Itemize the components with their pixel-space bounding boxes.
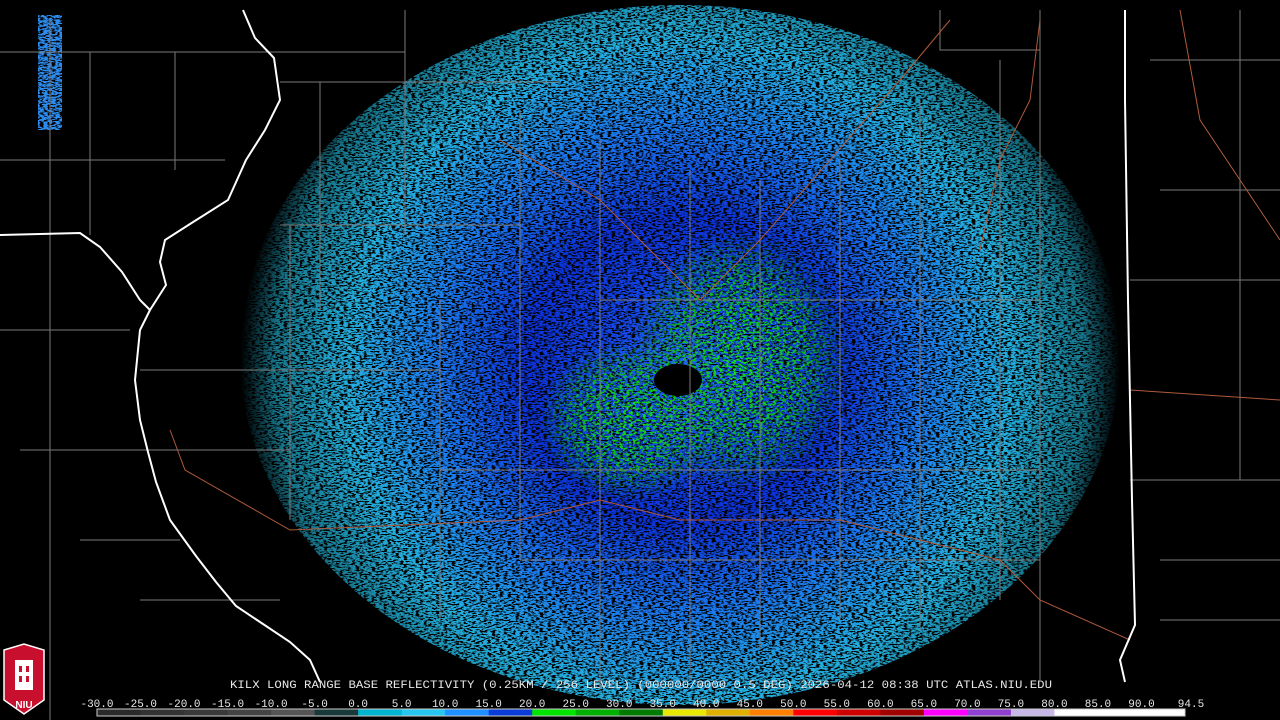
scale-swatch <box>1010 709 1055 716</box>
scale-label: 45.0 <box>737 699 763 711</box>
scale-swatch <box>923 709 968 716</box>
niu-logo: NIU <box>3 643 45 715</box>
scale-label: 30.0 <box>606 699 632 711</box>
scale-swatch <box>880 709 925 716</box>
scale-label: 50.0 <box>780 699 806 711</box>
radar-site <box>654 364 702 396</box>
scale-label: 85.0 <box>1085 699 1111 711</box>
scale-label: -15.0 <box>211 699 244 711</box>
scale-swatch <box>532 709 577 716</box>
scale-label: 40.0 <box>693 699 719 711</box>
scale-swatch <box>488 709 533 716</box>
scale-swatch <box>662 709 707 716</box>
scale-label: -30.0 <box>80 699 113 711</box>
scale-label: -5.0 <box>301 699 327 711</box>
scale-swatch <box>97 709 142 716</box>
color-scale: -30.0 -25.0 -20.0 -15.0 -10.0 -5.0 0.0 5.0 10.0 1… <box>80 699 1204 717</box>
scale-label: 15.0 <box>475 699 501 711</box>
scale-swatch <box>227 709 272 716</box>
scale-label: 0.0 <box>348 699 368 711</box>
scale-label: 60.0 <box>867 699 893 711</box>
scale-swatch <box>184 709 229 716</box>
scale-label: 10.0 <box>432 699 458 711</box>
scale-label: 75.0 <box>998 699 1024 711</box>
scale-label: 94.5 <box>1178 699 1204 711</box>
state-borders <box>0 9 1137 683</box>
county-lines <box>0 10 1280 720</box>
scale-label: 35.0 <box>650 699 676 711</box>
scale-label: 70.0 <box>954 699 980 711</box>
scale-swatch <box>793 709 838 716</box>
caption: KILX LONG RANGE BASE REFLECTIVITY (0.25K… <box>230 680 1052 692</box>
scale-label: 80.0 <box>1041 699 1067 711</box>
scale-swatch <box>575 709 620 716</box>
scale-swatch <box>706 709 751 716</box>
scale-label: 55.0 <box>824 699 850 711</box>
scale-swatch <box>967 709 1012 716</box>
scale-swatch <box>401 709 446 716</box>
scale-label: -20.0 <box>168 699 201 711</box>
scale-label: 90.0 <box>1128 699 1154 711</box>
scale-label: 65.0 <box>911 699 937 711</box>
scale-swatch <box>836 709 881 716</box>
highways <box>169 9 1280 641</box>
scale-swatch <box>619 709 664 716</box>
scale-label: 20.0 <box>519 699 545 711</box>
scale-swatch <box>445 709 490 716</box>
scale-swatch <box>358 709 403 716</box>
logo-text: NIU <box>15 700 32 711</box>
scale-label: -25.0 <box>124 699 157 711</box>
scale-swatch <box>1141 709 1186 716</box>
scale-swatch <box>1054 709 1099 716</box>
scale-swatch <box>140 709 185 716</box>
scale-swatch <box>314 709 359 716</box>
scale-label: 5.0 <box>392 699 412 711</box>
scale-swatch <box>271 709 316 716</box>
scale-swatch <box>1097 709 1142 716</box>
scale-label: 25.0 <box>563 699 589 711</box>
scale-label: -10.0 <box>255 699 288 711</box>
scale-swatch <box>749 709 794 716</box>
scale-frame <box>96 708 1186 717</box>
